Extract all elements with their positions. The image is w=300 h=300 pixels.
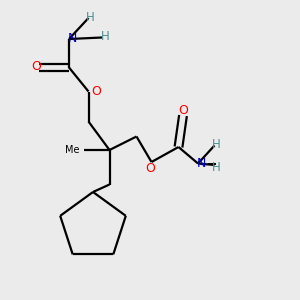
Text: H: H xyxy=(212,138,220,151)
Text: O: O xyxy=(91,85,101,98)
Text: O: O xyxy=(145,161,155,175)
Text: H: H xyxy=(100,30,109,43)
Text: N: N xyxy=(196,157,206,170)
Text: O: O xyxy=(179,104,188,117)
Text: Me: Me xyxy=(65,145,80,155)
Text: O: O xyxy=(31,60,41,73)
Text: H: H xyxy=(85,11,94,24)
Text: H: H xyxy=(212,161,220,174)
Text: N: N xyxy=(67,32,77,46)
